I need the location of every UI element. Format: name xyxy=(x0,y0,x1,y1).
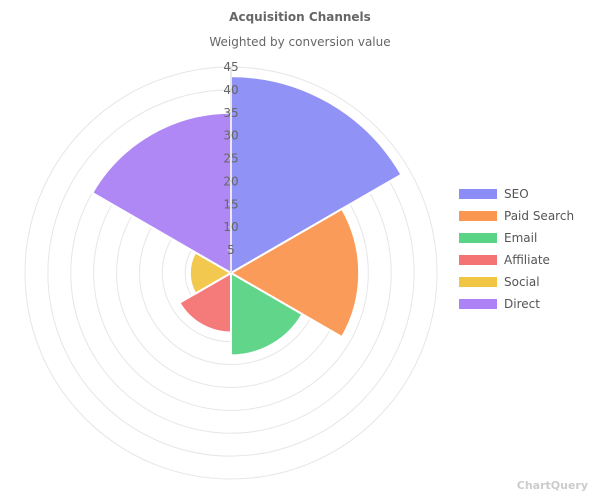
legend-swatch xyxy=(459,233,497,243)
sector-affiliate[interactable] xyxy=(178,271,232,334)
sectors xyxy=(90,75,403,357)
legend-label[interactable]: Email xyxy=(504,231,537,245)
radial-tick-label: 45 xyxy=(223,60,238,74)
sector-direct[interactable] xyxy=(90,111,232,275)
radial-tick-label: 20 xyxy=(223,174,238,188)
legend: SEO Paid Search Email Affiliate Social Direct xyxy=(459,187,574,311)
radial-tick-label: 25 xyxy=(223,152,238,166)
legend-label[interactable]: Affiliate xyxy=(504,253,550,267)
sector-paid-search[interactable] xyxy=(228,207,361,339)
legend-swatch xyxy=(459,255,497,265)
radial-tick-label: 10 xyxy=(223,220,238,234)
sector-seo[interactable] xyxy=(230,75,403,275)
watermark: ChartQuery xyxy=(517,479,588,492)
legend-swatch xyxy=(459,211,497,221)
sector-email[interactable] xyxy=(230,271,304,357)
legend-swatch xyxy=(459,299,497,309)
legend-label[interactable]: SEO xyxy=(504,187,529,201)
legend-swatch xyxy=(459,189,497,199)
radial-axis: 5 10 15 20 25 30 35 40 45 xyxy=(223,60,239,273)
legend-label[interactable]: Social xyxy=(504,275,540,289)
radial-tick-label: 35 xyxy=(223,106,238,120)
legend-label[interactable]: Direct xyxy=(504,297,540,311)
radial-tick-label: 5 xyxy=(227,243,235,257)
radial-tick-label: 30 xyxy=(223,129,238,143)
chart-subtitle: Weighted by conversion value xyxy=(209,35,390,49)
chart-title: Acquisition Channels xyxy=(229,10,371,24)
radial-tick-label: 40 xyxy=(223,83,238,97)
radial-tick-label: 15 xyxy=(223,197,238,211)
legend-label[interactable]: Paid Search xyxy=(504,209,574,223)
legend-swatch xyxy=(459,277,497,287)
